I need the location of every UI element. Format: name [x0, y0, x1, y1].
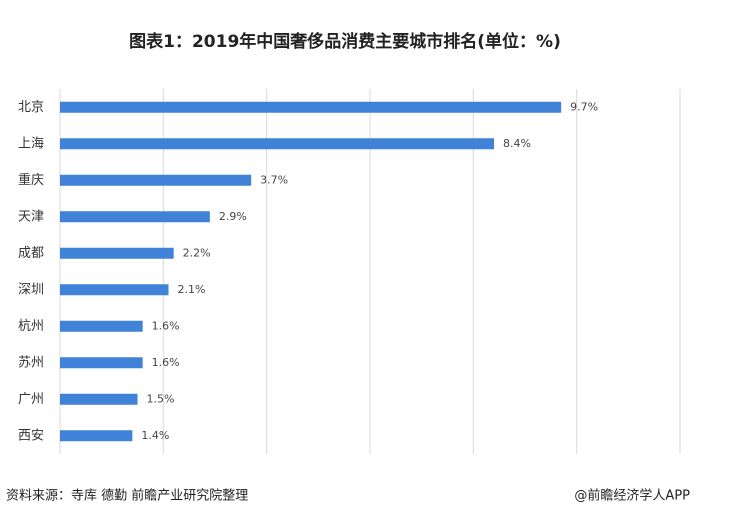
y-tick-label: 重庆 [18, 172, 44, 188]
y-tick-label: 北京 [18, 100, 44, 115]
y-tick-label: 苏州 [18, 354, 44, 370]
y-tick-label: 天津 [18, 209, 44, 224]
y-tick-label: 深圳 [18, 282, 44, 297]
y-tick-label: 杭州 [18, 319, 44, 334]
bar [60, 174, 252, 186]
value-label: 1.6% [152, 356, 180, 369]
value-label: 1.4% [141, 429, 169, 442]
value-label: 8.4% [503, 137, 531, 150]
bar [60, 430, 133, 442]
credit: @前瞻经济学人APP [574, 488, 690, 504]
chart-title: 图表1：2019年中国奢侈品消费主要城市排名(单位：%) [129, 31, 561, 52]
bar [60, 320, 143, 332]
y-tick-label: 成都 [18, 246, 44, 261]
value-label: 2.1% [178, 283, 206, 296]
bar [60, 284, 169, 296]
bar [60, 357, 143, 369]
value-label: 1.5% [147, 392, 175, 405]
value-label: 3.7% [260, 173, 288, 186]
value-label: 2.9% [219, 210, 247, 223]
source-note: 资料来源：寺库 德勤 前瞻产业研究院整理 [6, 488, 248, 504]
value-label: 9.7% [570, 100, 598, 113]
y-tick-label: 上海 [18, 136, 44, 151]
bar [60, 138, 494, 150]
value-label: 1.6% [152, 319, 180, 332]
y-tick-label: 广州 [18, 392, 44, 407]
bar [60, 393, 138, 405]
bar [60, 247, 174, 259]
y-tick-label: 西安 [18, 428, 44, 443]
bar [60, 211, 210, 223]
bar [60, 101, 562, 113]
value-label: 2.2% [183, 246, 211, 259]
